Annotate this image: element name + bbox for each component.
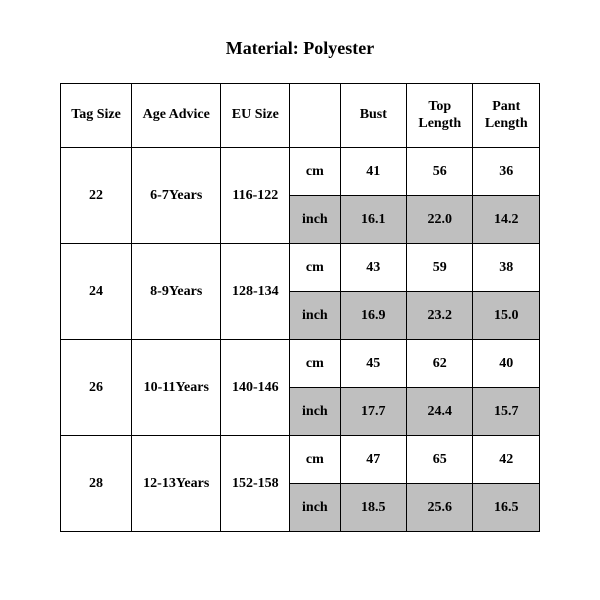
cell-bust-inch: 18.5 bbox=[340, 484, 406, 532]
cell-pant-inch: 15.0 bbox=[473, 292, 540, 340]
cell-bust-inch: 17.7 bbox=[340, 388, 406, 436]
col-age-advice: Age Advice bbox=[132, 84, 221, 148]
col-bust: Bust bbox=[340, 84, 406, 148]
cell-bust-cm: 47 bbox=[340, 436, 406, 484]
table-row: 26 10-11Years 140-146 cm 45 62 40 bbox=[61, 340, 540, 388]
cell-unit-inch: inch bbox=[290, 388, 340, 436]
cell-pant-cm: 36 bbox=[473, 148, 540, 196]
table-row: 22 6-7Years 116-122 cm 41 56 36 bbox=[61, 148, 540, 196]
cell-age: 12-13Years bbox=[132, 436, 221, 532]
cell-bust-cm: 45 bbox=[340, 340, 406, 388]
col-pant-length: Pant Length bbox=[473, 84, 540, 148]
cell-eu: 152-158 bbox=[221, 436, 290, 532]
cell-tag: 26 bbox=[61, 340, 132, 436]
cell-top-inch: 23.2 bbox=[407, 292, 473, 340]
size-table: Tag Size Age Advice EU Size Bust Top Len… bbox=[60, 83, 540, 532]
cell-unit-cm: cm bbox=[290, 436, 340, 484]
table-row: 28 12-13Years 152-158 cm 47 65 42 bbox=[61, 436, 540, 484]
table-header-row: Tag Size Age Advice EU Size Bust Top Len… bbox=[61, 84, 540, 148]
cell-pant-inch: 16.5 bbox=[473, 484, 540, 532]
col-unit bbox=[290, 84, 340, 148]
page: Material: Polyester Tag Size Age Advice … bbox=[0, 0, 600, 600]
col-tag-size: Tag Size bbox=[61, 84, 132, 148]
cell-top-inch: 24.4 bbox=[407, 388, 473, 436]
col-eu-size: EU Size bbox=[221, 84, 290, 148]
cell-bust-inch: 16.9 bbox=[340, 292, 406, 340]
cell-pant-cm: 40 bbox=[473, 340, 540, 388]
table-row: 24 8-9Years 128-134 cm 43 59 38 bbox=[61, 244, 540, 292]
cell-pant-inch: 14.2 bbox=[473, 196, 540, 244]
cell-age: 6-7Years bbox=[132, 148, 221, 244]
cell-eu: 128-134 bbox=[221, 244, 290, 340]
cell-tag: 22 bbox=[61, 148, 132, 244]
cell-unit-cm: cm bbox=[290, 244, 340, 292]
cell-unit-inch: inch bbox=[290, 292, 340, 340]
cell-top-inch: 22.0 bbox=[407, 196, 473, 244]
cell-age: 8-9Years bbox=[132, 244, 221, 340]
cell-bust-cm: 43 bbox=[340, 244, 406, 292]
cell-unit-cm: cm bbox=[290, 340, 340, 388]
cell-top-cm: 59 bbox=[407, 244, 473, 292]
cell-pant-cm: 42 bbox=[473, 436, 540, 484]
cell-tag: 24 bbox=[61, 244, 132, 340]
cell-eu: 116-122 bbox=[221, 148, 290, 244]
cell-top-cm: 56 bbox=[407, 148, 473, 196]
cell-top-cm: 65 bbox=[407, 436, 473, 484]
cell-unit-cm: cm bbox=[290, 148, 340, 196]
cell-tag: 28 bbox=[61, 436, 132, 532]
page-title: Material: Polyester bbox=[60, 38, 540, 59]
cell-age: 10-11Years bbox=[132, 340, 221, 436]
cell-top-cm: 62 bbox=[407, 340, 473, 388]
cell-pant-inch: 15.7 bbox=[473, 388, 540, 436]
cell-top-inch: 25.6 bbox=[407, 484, 473, 532]
cell-bust-cm: 41 bbox=[340, 148, 406, 196]
col-top-length: Top Length bbox=[407, 84, 473, 148]
cell-bust-inch: 16.1 bbox=[340, 196, 406, 244]
cell-pant-cm: 38 bbox=[473, 244, 540, 292]
cell-unit-inch: inch bbox=[290, 484, 340, 532]
cell-eu: 140-146 bbox=[221, 340, 290, 436]
cell-unit-inch: inch bbox=[290, 196, 340, 244]
